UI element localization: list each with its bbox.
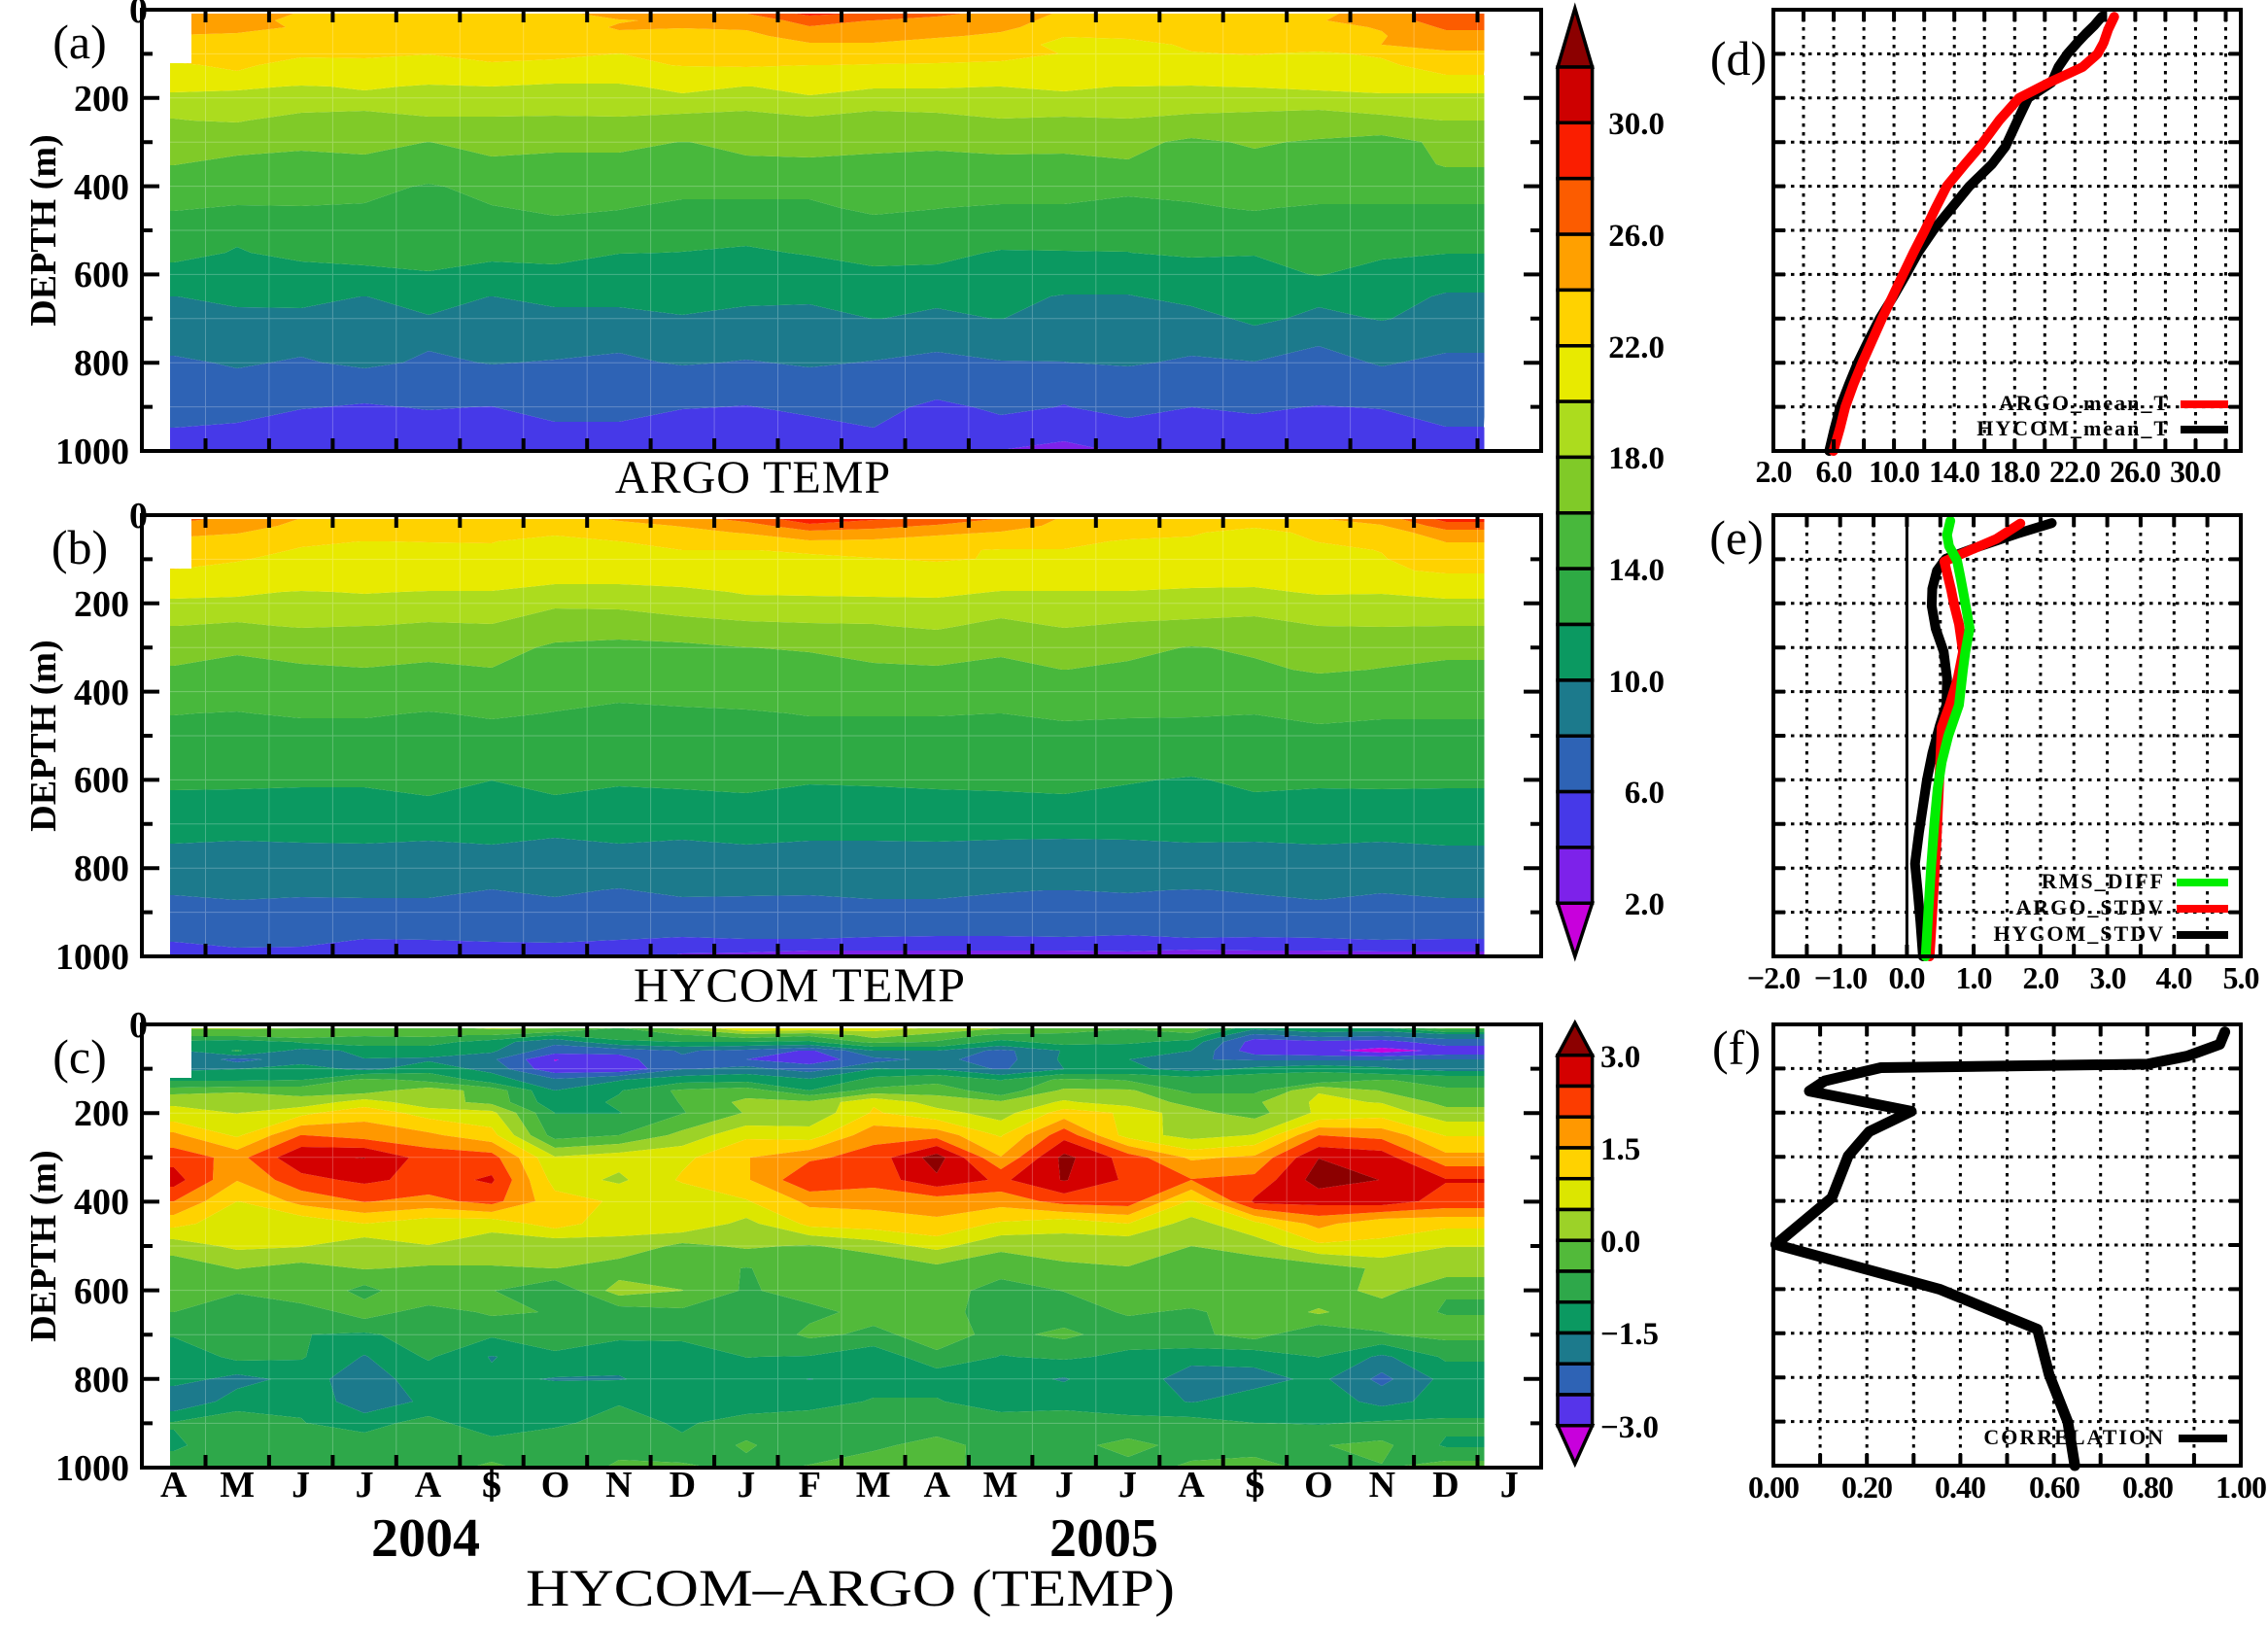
svg-text:600: 600 bbox=[74, 1271, 129, 1312]
svg-text:DEPTH (m): DEPTH (m) bbox=[23, 1150, 64, 1341]
svg-text:22.0: 22.0 bbox=[1608, 330, 1665, 365]
svg-text:ARGO_mean_T: ARGO_mean_T bbox=[1999, 391, 2170, 415]
svg-text:400: 400 bbox=[74, 1182, 129, 1223]
svg-text:A: A bbox=[923, 1465, 950, 1506]
svg-text:HYCOM TEMP: HYCOM TEMP bbox=[634, 957, 966, 1012]
svg-text:400: 400 bbox=[74, 673, 129, 713]
svg-text:1.0: 1.0 bbox=[1956, 960, 1992, 995]
svg-text:400: 400 bbox=[74, 167, 129, 208]
svg-text:N: N bbox=[605, 1465, 632, 1506]
svg-text:2.0: 2.0 bbox=[1625, 887, 1665, 922]
svg-text:(e): (e) bbox=[1709, 510, 1764, 565]
svg-text:J: J bbox=[1500, 1465, 1519, 1506]
svg-text:800: 800 bbox=[74, 343, 129, 384]
svg-text:0.00: 0.00 bbox=[1748, 1470, 1799, 1505]
svg-text:N: N bbox=[1369, 1465, 1395, 1506]
svg-text:−2.0: −2.0 bbox=[1747, 960, 1800, 995]
svg-text:22.0: 22.0 bbox=[2049, 454, 2100, 489]
svg-text:1.00: 1.00 bbox=[2216, 1470, 2266, 1505]
svg-text:(f): (f) bbox=[1712, 1021, 1761, 1075]
svg-text:2005: 2005 bbox=[1049, 1508, 1158, 1569]
svg-text:A: A bbox=[160, 1465, 188, 1506]
svg-text:D: D bbox=[670, 1465, 696, 1506]
svg-text:DEPTH (m): DEPTH (m) bbox=[23, 134, 64, 326]
svg-text:J: J bbox=[737, 1465, 755, 1506]
svg-text:26.0: 26.0 bbox=[1608, 219, 1665, 254]
svg-text:M: M bbox=[856, 1465, 891, 1506]
svg-text:10.0: 10.0 bbox=[1608, 665, 1665, 700]
svg-text:10.0: 10.0 bbox=[1869, 454, 1919, 489]
svg-text:18.0: 18.0 bbox=[1989, 454, 2040, 489]
svg-text:ARGO TEMP: ARGO TEMP bbox=[615, 452, 891, 503]
svg-text:(d): (d) bbox=[1710, 31, 1767, 86]
svg-text:0.20: 0.20 bbox=[1841, 1470, 1892, 1505]
svg-text:200: 200 bbox=[74, 79, 129, 120]
svg-text:30.0: 30.0 bbox=[1608, 107, 1665, 142]
svg-text:(b): (b) bbox=[52, 520, 108, 574]
svg-text:2.0: 2.0 bbox=[1756, 454, 1792, 489]
svg-text:2.0: 2.0 bbox=[2023, 960, 2059, 995]
svg-text:4.0: 4.0 bbox=[2156, 960, 2192, 995]
svg-text:26.0: 26.0 bbox=[2110, 454, 2160, 489]
svg-text:0.80: 0.80 bbox=[2122, 1470, 2173, 1505]
svg-text:1.5: 1.5 bbox=[1600, 1132, 1640, 1167]
svg-text:A: A bbox=[415, 1465, 442, 1506]
svg-text:200: 200 bbox=[74, 1093, 129, 1134]
svg-text:RMS_DIFF: RMS_DIFF bbox=[2042, 869, 2165, 893]
svg-text:O: O bbox=[1304, 1465, 1333, 1506]
svg-text:A: A bbox=[1178, 1465, 1205, 1506]
svg-text:0.60: 0.60 bbox=[2029, 1470, 2079, 1505]
svg-text:(a): (a) bbox=[52, 15, 107, 69]
svg-text:800: 800 bbox=[74, 848, 129, 889]
svg-text:0: 0 bbox=[129, 0, 148, 31]
svg-text:14.0: 14.0 bbox=[1608, 553, 1665, 588]
svg-text:1000: 1000 bbox=[55, 432, 129, 472]
svg-text:D: D bbox=[1432, 1465, 1459, 1506]
svg-text:200: 200 bbox=[74, 584, 129, 625]
svg-text:600: 600 bbox=[74, 760, 129, 801]
svg-text:14.0: 14.0 bbox=[1929, 454, 1979, 489]
svg-text:0.0: 0.0 bbox=[1889, 960, 1925, 995]
svg-text:DEPTH (m): DEPTH (m) bbox=[23, 640, 64, 831]
svg-text:M: M bbox=[983, 1465, 1018, 1506]
svg-text:−1.5: −1.5 bbox=[1600, 1317, 1659, 1352]
svg-text:M: M bbox=[220, 1465, 255, 1506]
svg-text:HYCOM–ARGO (TEMP): HYCOM–ARGO (TEMP) bbox=[526, 1559, 1175, 1617]
svg-text:HYCOM_STDV: HYCOM_STDV bbox=[1994, 921, 2165, 946]
svg-text:2004: 2004 bbox=[371, 1508, 480, 1569]
svg-text:HYCOM_mean_T: HYCOM_mean_T bbox=[1976, 416, 2170, 440]
svg-text:3.0: 3.0 bbox=[1600, 1040, 1640, 1075]
svg-text:(c): (c) bbox=[52, 1029, 107, 1084]
svg-text:0.0: 0.0 bbox=[1600, 1225, 1640, 1260]
svg-text:O: O bbox=[541, 1465, 570, 1506]
svg-text:30.0: 30.0 bbox=[2170, 454, 2220, 489]
svg-text:F: F bbox=[799, 1465, 821, 1506]
svg-text:6.0: 6.0 bbox=[1625, 776, 1665, 811]
svg-text:ARGO_STDV: ARGO_STDV bbox=[2015, 895, 2165, 919]
svg-text:600: 600 bbox=[74, 255, 129, 295]
svg-text:J: J bbox=[356, 1465, 374, 1506]
svg-text:800: 800 bbox=[74, 1360, 129, 1401]
svg-text:−1.0: −1.0 bbox=[1814, 960, 1867, 995]
svg-text:J: J bbox=[1118, 1465, 1137, 1506]
svg-text:6.0: 6.0 bbox=[1816, 454, 1852, 489]
svg-text:0: 0 bbox=[129, 1005, 148, 1046]
svg-text:CORRELATION: CORRELATION bbox=[1983, 1425, 2165, 1449]
svg-text:1000: 1000 bbox=[55, 1448, 129, 1489]
svg-text:18.0: 18.0 bbox=[1608, 441, 1665, 476]
svg-text:J: J bbox=[1055, 1465, 1074, 1506]
svg-text:3.0: 3.0 bbox=[2090, 960, 2126, 995]
svg-text:−3.0: −3.0 bbox=[1600, 1410, 1659, 1445]
svg-text:J: J bbox=[292, 1465, 310, 1506]
svg-text:0: 0 bbox=[129, 496, 148, 537]
svg-text:5.0: 5.0 bbox=[2223, 960, 2259, 995]
svg-text:0.40: 0.40 bbox=[1935, 1470, 1985, 1505]
svg-text:1000: 1000 bbox=[55, 937, 129, 978]
